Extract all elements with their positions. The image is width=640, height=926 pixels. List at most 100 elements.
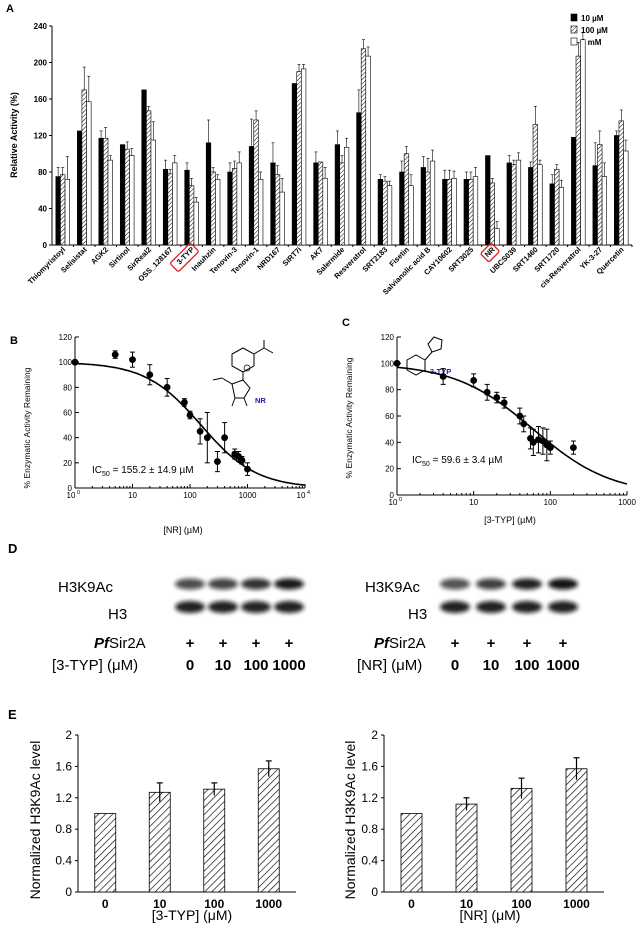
panel-c-ytick-label: 100 (381, 359, 395, 368)
blot-left-row2-label: H3 (108, 606, 127, 623)
panel-a-bar (580, 39, 586, 246)
panel-a-bar (77, 130, 83, 246)
blot-right-h3-band (440, 601, 470, 613)
panel-a-bar (60, 174, 66, 246)
panel-a-bar (248, 146, 255, 246)
panel-a-bar (532, 124, 538, 246)
panel-e-left-ylabel: Normalized H3K9Ac level (27, 741, 43, 900)
red-highlight-box (480, 243, 500, 262)
panel-a-bar (575, 55, 581, 246)
panel-a-category-label: AK7 (308, 245, 325, 262)
panel-c-xtick-label: 10 (469, 498, 478, 507)
blot-right-h3k9ac-band (548, 578, 578, 590)
panel-a-bar (141, 89, 147, 246)
panel-a-bar (129, 155, 135, 246)
blot-right-compound: [NR] (357, 657, 387, 674)
panel-c-fit-curve (396, 366, 628, 485)
blot-right-h3-band (512, 601, 542, 613)
blot-left-h3k9ac-band (208, 578, 238, 590)
panel-a-bar (442, 179, 448, 246)
panel-c-data-point (529, 438, 537, 446)
panel-b-ic50-prefix: IC (92, 465, 102, 476)
panel-c-ic50-value: = 59.6 ± 3.4 µM (430, 455, 503, 466)
panel-a-bar (614, 135, 620, 246)
blot-left-compound-label: [3-TYP] (μM) (52, 657, 138, 674)
panel-e-right-category-label: 1000 (563, 897, 590, 911)
panel-b-xtick-label-first-exp: 0 (77, 490, 80, 496)
panel-a-bar (189, 185, 195, 246)
panel-a-bar (451, 178, 457, 246)
panel-a-bar (291, 83, 298, 246)
panel-a-category-label: SIRT7i (281, 245, 304, 268)
panel-a-bar (515, 159, 522, 246)
panel-c-data-point (546, 444, 554, 451)
blot-left-row1-label: H3K9Ac (58, 579, 114, 596)
panel-a-bar (270, 162, 276, 246)
panel-e-left-ytick-label: 0.4 (55, 854, 72, 868)
panel-e-left-bar (257, 768, 280, 893)
panel-a-bar (425, 171, 431, 246)
panel-e-left-ytick-label: 1.6 (55, 759, 72, 773)
panel-b-ic50-value: = 155.2 ± 14.9 µM (110, 465, 194, 476)
panel-e-right-ytick-label: 1.6 (361, 759, 378, 773)
panel-e-right-ytick-label: 0.4 (361, 854, 378, 868)
blot-right-row2-label: H3 (408, 606, 427, 623)
blot-right-h3k9ac-band (440, 578, 470, 590)
blot-right-plus-sign: + (451, 635, 460, 652)
blot-right-enzyme-prefix: Pf (374, 635, 391, 652)
panel-a-bar (382, 180, 388, 246)
panel-c-ic50-sub: 50 (422, 461, 430, 468)
panel-a-bar (429, 160, 436, 246)
panel-a-bar (601, 176, 607, 246)
panel-b-data-point (71, 358, 79, 366)
panel-label-d: D (8, 541, 17, 556)
panel-e-left-ytick-label: 1.2 (55, 791, 72, 805)
panel-e-right-xlabel-compound: [NR] (460, 907, 488, 923)
blot-left-concentration: 10 (215, 657, 232, 674)
panel-a-legend: 10 µM 100 µM 1 mM (570, 13, 608, 47)
panel-c-xtick-label-first-exp: 0 (399, 497, 402, 503)
blot-right-row1-label: H3K9Ac (365, 579, 421, 596)
panel-a-bar-chart: Relative Activity (%) 10 µM 100 µM 1 mM 0 4… (9, 13, 633, 297)
panel-a-bar (274, 174, 281, 246)
panel-a-bar (98, 137, 104, 246)
panel-b-xtick-label: 100 (183, 491, 197, 500)
panel-c-data-point (493, 394, 501, 401)
blot-right-concentration: 100 (514, 657, 539, 674)
panel-c-data-point (393, 359, 401, 367)
panel-b-ytick-label: 0 (68, 484, 73, 493)
panel-b-data-point (214, 458, 221, 465)
panel-a-bar (236, 162, 242, 246)
blot-right-concentration: 10 (483, 657, 500, 674)
blot-right-h3k9ac-band (512, 578, 542, 590)
panel-a-bar (334, 144, 341, 246)
panel-a-bar (205, 142, 212, 246)
panel-a-bar (485, 155, 491, 246)
panel-a-bar (317, 161, 324, 246)
panel-a-bar (162, 168, 169, 246)
panel-label-e: E (8, 707, 17, 722)
blot-left-plus-sign: + (252, 635, 261, 652)
panel-e-right-bar (455, 803, 478, 893)
panel-a-bar (279, 191, 285, 246)
panel-b-data-point (203, 434, 211, 442)
panel-a-bar (494, 228, 500, 246)
panel-e-right-bar (565, 768, 588, 893)
panel-b-data-point (196, 427, 204, 435)
blot-right-h3-band (476, 601, 506, 613)
panel-a-bar (399, 171, 405, 246)
blot-right-plus-sign: + (523, 635, 532, 652)
panel-e-right-bar (400, 813, 423, 893)
nr-structure-icon (212, 340, 274, 407)
panel-b-ytick-label: 80 (63, 383, 72, 392)
blot-right-concentration: 0 (451, 657, 459, 674)
panel-a-ytick-label: 120 (34, 132, 48, 141)
red-highlight-box (170, 243, 199, 272)
panel-a-ytick-label: 160 (34, 95, 48, 104)
panel-a-bar (184, 169, 190, 246)
panel-e-right-ytick-label: 2 (371, 728, 378, 742)
panel-a-bar (119, 144, 126, 246)
panel-c-ytick-label: 80 (385, 386, 394, 395)
nr-charge-icon (243, 364, 251, 372)
